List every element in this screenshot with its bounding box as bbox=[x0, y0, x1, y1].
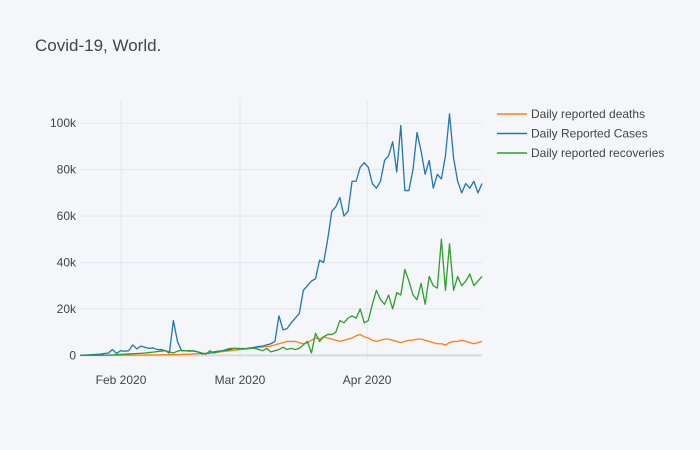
legend-label: Daily Reported Cases bbox=[531, 127, 648, 141]
series-layer bbox=[79, 113, 483, 357]
chart-title: Covid-19, World. bbox=[35, 36, 161, 55]
legend-label: Daily reported deaths bbox=[531, 107, 645, 121]
legend-item[interactable]: Daily Reported Cases bbox=[497, 127, 648, 141]
y-tick-label: 0 bbox=[69, 348, 76, 362]
x-tick-label: Mar 2020 bbox=[215, 373, 266, 387]
tick-layer: Feb 2020 Mar 2020 Apr 2020 0 20k 40k 60k 80k 100… bbox=[50, 116, 392, 387]
legend-item[interactable]: Daily reported deaths bbox=[497, 107, 645, 121]
series-line-1[interactable] bbox=[79, 113, 483, 357]
y-tick-label: 100k bbox=[50, 116, 77, 130]
series-line-0[interactable] bbox=[79, 333, 483, 357]
x-tick-label: Feb 2020 bbox=[96, 373, 147, 387]
y-tick-label: 40k bbox=[57, 256, 77, 270]
legend[interactable]: Daily reported deaths Daily Reported Case… bbox=[497, 107, 664, 160]
series-line-2[interactable] bbox=[79, 238, 483, 357]
legend-item[interactable]: Daily reported recoveries bbox=[497, 146, 664, 160]
y-tick-label: 20k bbox=[57, 302, 77, 316]
y-tick-label: 60k bbox=[57, 209, 77, 223]
y-tick-label: 80k bbox=[57, 163, 77, 177]
legend-label: Daily reported recoveries bbox=[531, 146, 664, 160]
x-tick-label: Apr 2020 bbox=[343, 373, 392, 387]
